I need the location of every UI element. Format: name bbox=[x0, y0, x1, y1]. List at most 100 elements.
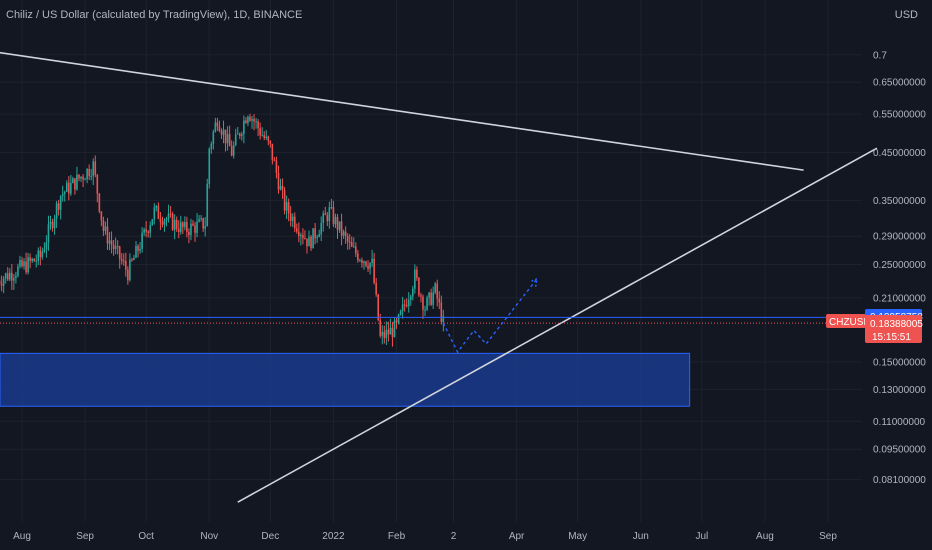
candle bbox=[234, 128, 237, 147]
candle bbox=[359, 258, 361, 262]
candle-body bbox=[112, 244, 115, 249]
candle bbox=[426, 295, 428, 312]
candle-body bbox=[120, 259, 123, 261]
candle bbox=[68, 176, 70, 201]
candle bbox=[298, 222, 300, 243]
candle bbox=[424, 305, 426, 317]
candle bbox=[322, 210, 325, 232]
candle bbox=[29, 253, 31, 269]
candle bbox=[96, 173, 99, 203]
candle bbox=[72, 176, 74, 184]
candle bbox=[57, 199, 60, 216]
candle bbox=[391, 321, 394, 347]
candle bbox=[155, 205, 158, 212]
candle bbox=[8, 268, 11, 282]
candle-body bbox=[19, 260, 21, 267]
candle-body bbox=[269, 140, 272, 144]
candle bbox=[120, 253, 123, 265]
candle bbox=[78, 174, 80, 182]
candle bbox=[289, 206, 292, 227]
candle-body bbox=[355, 246, 357, 254]
candle-body bbox=[59, 195, 62, 210]
candle bbox=[63, 190, 66, 202]
candle-body bbox=[145, 229, 147, 232]
drawings-layer[interactable] bbox=[0, 51, 878, 503]
candle bbox=[308, 230, 310, 247]
candle-body bbox=[426, 297, 428, 310]
candle bbox=[332, 200, 335, 228]
candle-body bbox=[359, 260, 361, 262]
price-tick-label: 0.21000000 bbox=[873, 293, 926, 304]
candle-body bbox=[346, 235, 349, 242]
candle bbox=[122, 253, 125, 266]
candle-body bbox=[403, 304, 406, 306]
candle bbox=[141, 227, 143, 253]
candle bbox=[175, 216, 178, 232]
candle-body bbox=[65, 182, 68, 192]
support-zone-rect[interactable] bbox=[0, 352, 691, 407]
candle-body bbox=[361, 260, 363, 264]
candle-body bbox=[27, 257, 29, 273]
ascending-trendline[interactable] bbox=[237, 147, 878, 503]
candle-body bbox=[94, 161, 97, 175]
candle bbox=[344, 226, 347, 244]
price-tick-label: 0.08100000 bbox=[873, 475, 926, 486]
candle-body bbox=[179, 222, 182, 233]
candle bbox=[188, 228, 190, 244]
candle bbox=[0, 275, 3, 292]
candle-body bbox=[277, 172, 280, 190]
candle bbox=[267, 135, 270, 146]
candle-body bbox=[218, 126, 221, 132]
time-scale[interactable]: Aug Sep Oct Nov Dec 2022 Feb 2 Apr May Jun Jul Aug Se… bbox=[13, 531, 837, 542]
candle-body bbox=[324, 213, 327, 216]
candle bbox=[220, 128, 223, 139]
candle-body bbox=[412, 288, 414, 297]
candle-body bbox=[51, 221, 54, 229]
candle bbox=[249, 113, 251, 122]
candle bbox=[82, 173, 84, 188]
price-tick-label: 0.25000000 bbox=[873, 260, 926, 271]
support-zone[interactable] bbox=[0, 352, 691, 407]
price-tick-label: 0.7 bbox=[873, 50, 887, 61]
candle bbox=[287, 198, 290, 222]
candle-body bbox=[102, 220, 105, 231]
candle bbox=[357, 249, 359, 263]
candle-body bbox=[261, 135, 263, 137]
candle-body bbox=[222, 129, 225, 135]
candle bbox=[133, 254, 135, 261]
candle-body bbox=[78, 174, 80, 179]
price-scale[interactable]: 0.7 0.65000000 0.55000000 0.45000000 0.35000… bbox=[873, 50, 926, 486]
candle bbox=[316, 234, 318, 243]
candle bbox=[114, 237, 117, 255]
candle-body bbox=[90, 176, 93, 178]
candle bbox=[163, 218, 166, 232]
candle bbox=[80, 176, 82, 182]
candle bbox=[51, 218, 54, 232]
candle-body bbox=[33, 258, 36, 262]
candle-body bbox=[63, 191, 66, 194]
candle bbox=[369, 262, 371, 275]
candle bbox=[277, 165, 280, 194]
time-tick-label: 2022 bbox=[322, 531, 345, 542]
candle bbox=[53, 214, 56, 235]
candle bbox=[6, 267, 9, 282]
candle-body bbox=[159, 218, 162, 222]
candle bbox=[186, 216, 188, 238]
candle-body bbox=[381, 331, 384, 336]
candle bbox=[375, 277, 377, 297]
candle-body bbox=[281, 185, 284, 190]
descending-trendline[interactable] bbox=[0, 51, 804, 171]
candle-body bbox=[80, 176, 82, 179]
candle bbox=[255, 117, 257, 129]
candle bbox=[365, 260, 367, 268]
price-tick-label: 0.65000000 bbox=[873, 78, 926, 89]
candle bbox=[74, 178, 76, 195]
candle-body bbox=[236, 133, 239, 135]
candle-body bbox=[2, 278, 5, 286]
candle-body bbox=[200, 218, 202, 220]
candle-body bbox=[0, 283, 3, 286]
candle-body bbox=[13, 278, 15, 281]
candle bbox=[137, 244, 139, 258]
candle bbox=[302, 228, 304, 245]
